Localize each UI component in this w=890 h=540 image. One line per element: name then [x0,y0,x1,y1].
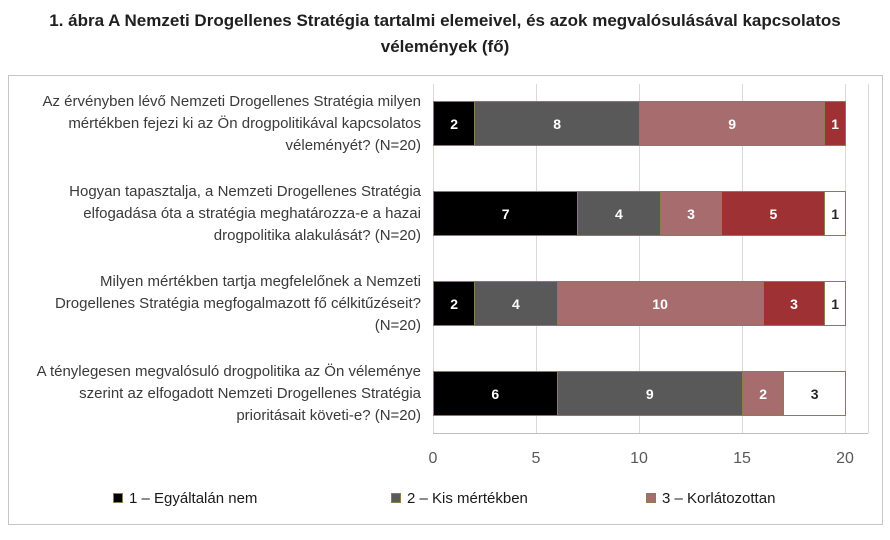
x-tick-label: 20 [836,450,854,467]
x-tick-label: 15 [733,450,751,467]
bar-segment-series4: 5 [721,191,826,236]
legend-color-swatch [391,493,401,503]
legend-label: 2 – Kis mértékben [407,489,528,507]
legend-label: 3 – Korlátozottan [662,489,776,507]
bar-segment-series1: 2 [433,101,476,146]
plot-area-right-border [868,84,869,433]
legend-color-swatch [113,493,123,503]
x-tick-label: 10 [630,450,648,467]
figure-frame: 2 8 9 1 Az érvényben lévő Nemzeti Drogellene… [8,75,883,525]
x-tick-label: 0 [428,450,438,467]
gridline [845,84,846,433]
bar-segment-series1: 6 [433,371,558,416]
bar-segment-series5: 1 [824,191,846,236]
category-label: Hogyan tapasztalja, a Nemzeti Drogellene… [69,182,421,244]
gridline [639,84,640,433]
category-label: Milyen mértékben tartja megfelelőnek a N… [54,272,421,334]
bar-segment-series3: 2 [742,371,785,416]
legend-label: 1 – Egyáltalán nem [129,489,258,507]
bar-segment-series3: 3 [659,191,723,236]
legend-item: 1 – Egyáltalán nem [113,488,257,508]
bar-segment-series2: 8 [474,101,640,146]
bar-segment-series5: 1 [824,281,846,326]
bar-segment-series3: 9 [639,101,826,146]
gridline [536,84,537,433]
chart-title: 1. ábra A Nemzeti Drogellenes Stratégia … [0,8,890,60]
legend-color-swatch [646,493,656,503]
category-label: A ténylegesen megvalósuló drogpolitika a… [36,362,421,424]
bar-segment-series2: 9 [556,371,743,416]
legend-item: 2 – Kis mértékben [391,488,528,508]
chart-title-line2: vélemények (fő) [380,37,510,56]
bar-segment-series2: 4 [577,191,661,236]
category-label: Az érvényben lévő Nemzeti Drogellenes St… [42,92,421,154]
bar-segment-series4: 3 [762,281,826,326]
bar-segment-series1: 7 [433,191,579,236]
gridline [742,84,743,433]
bar-segment-series3: 10 [556,281,764,326]
chart-title-line1: 1. ábra A Nemzeti Drogellenes Stratégia … [49,11,841,30]
x-tick-label: 5 [531,450,541,467]
gridline [433,84,434,433]
bar-segment-series2: 4 [474,281,558,326]
legend-item: 3 – Korlátozottan [646,488,775,508]
bar-segment-series5: 3 [783,371,846,416]
x-axis-line [433,433,868,434]
bar-segment-series1: 2 [433,281,476,326]
bar-segment-series4: 1 [824,101,846,146]
